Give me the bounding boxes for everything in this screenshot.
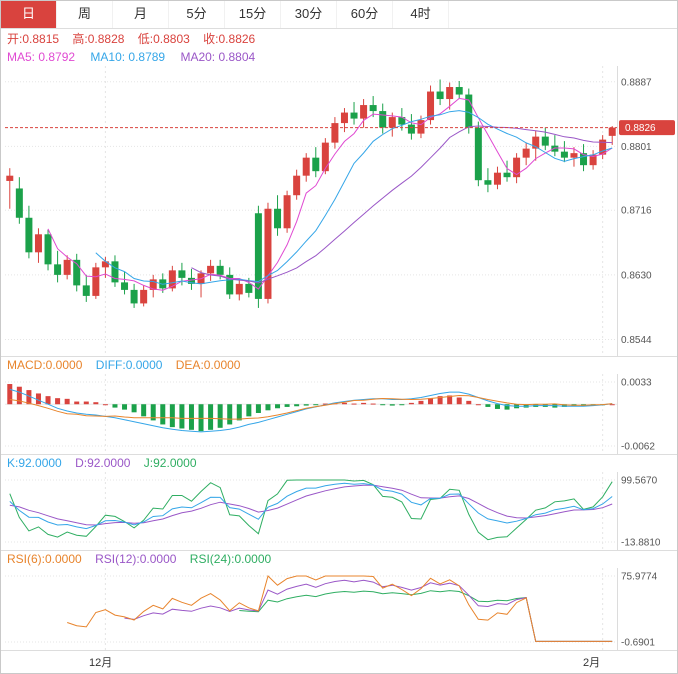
- rsi6-value: RSI(6):0.0000: [7, 552, 82, 566]
- svg-text:0.8887: 0.8887: [621, 77, 652, 88]
- dea-value: DEA:0.0000: [175, 358, 241, 372]
- svg-text:0.8801: 0.8801: [621, 142, 652, 153]
- x-label-february: 2月: [583, 657, 601, 669]
- svg-text:75.9774: 75.9774: [621, 572, 658, 583]
- svg-text:-0.6901: -0.6901: [621, 638, 655, 649]
- svg-text:99.5670: 99.5670: [621, 476, 658, 487]
- tab-week[interactable]: 周: [57, 1, 113, 28]
- ma20-legend: MA20: 0.8804: [180, 50, 256, 64]
- svg-text:0.8544: 0.8544: [621, 335, 652, 346]
- svg-text:0.8826: 0.8826: [625, 123, 656, 134]
- tab-4hour[interactable]: 4时: [393, 1, 449, 28]
- macd-value: MACD:0.0000: [7, 358, 83, 372]
- svg-text:0.8630: 0.8630: [621, 270, 652, 281]
- timeframe-tab-bar: 日 周 月 5分 15分 30分 60分 4时: [1, 1, 677, 29]
- ma10-legend: MA10: 0.8789: [90, 50, 166, 64]
- rsi-panel-canvas[interactable]: 75.9774 -0.6901: [1, 568, 677, 650]
- ohlc-legend: 开:0.8815 高:0.8828 低:0.8803 收:0.8826: [1, 29, 677, 49]
- tab-60min[interactable]: 60分: [337, 1, 393, 28]
- macd-legend: MACD:0.0000 DIFF:0.0000 DEA:0.0000: [1, 356, 677, 374]
- ohlc-low-value: 低:0.8803: [137, 32, 190, 46]
- rsi24-value: RSI(24):0.0000: [189, 552, 272, 566]
- kdj-legend: K:92.0000 D:92.0000 J:92.0000: [1, 454, 677, 472]
- svg-text:0.8716: 0.8716: [621, 206, 652, 217]
- rsi12-value: RSI(12):0.0000: [95, 552, 177, 566]
- tab-month[interactable]: 月: [113, 1, 169, 28]
- ma-legend: MA5: 0.8792 MA10: 0.8789 MA20: 0.8804: [1, 49, 677, 66]
- tab-30min[interactable]: 30分: [281, 1, 337, 28]
- svg-text:0.0033: 0.0033: [621, 378, 652, 389]
- tab-day[interactable]: 日: [1, 1, 57, 28]
- ma5-legend: MA5: 0.8792: [7, 50, 76, 64]
- svg-text:-0.0062: -0.0062: [621, 442, 655, 453]
- j-value: J:92.0000: [143, 456, 197, 470]
- svg-text:-13.8810: -13.8810: [621, 538, 661, 549]
- ohlc-open-value: 开:0.8815: [7, 32, 60, 46]
- ohlc-close-value: 收:0.8826: [203, 32, 256, 46]
- rsi-legend: RSI(6):0.0000 RSI(12):0.0000 RSI(24):0.0…: [1, 550, 677, 568]
- x-label-december: 12月: [89, 657, 113, 669]
- kdj-panel-canvas[interactable]: 99.5670 -13.8810: [1, 472, 677, 550]
- macd-panel-canvas[interactable]: 0.0033 -0.0062: [1, 374, 677, 454]
- ohlc-high-value: 高:0.8828: [72, 32, 125, 46]
- d-value: D:92.0000: [75, 456, 131, 470]
- main-candlestick-canvas[interactable]: 0.8887 0.8801 0.8716 0.8630 0.8544 0.8826: [1, 66, 677, 356]
- tab-15min[interactable]: 15分: [225, 1, 281, 28]
- time-axis: 12月 2月: [1, 650, 677, 671]
- k-value: K:92.0000: [7, 456, 62, 470]
- tab-5min[interactable]: 5分: [169, 1, 225, 28]
- diff-value: DIFF:0.0000: [95, 358, 163, 372]
